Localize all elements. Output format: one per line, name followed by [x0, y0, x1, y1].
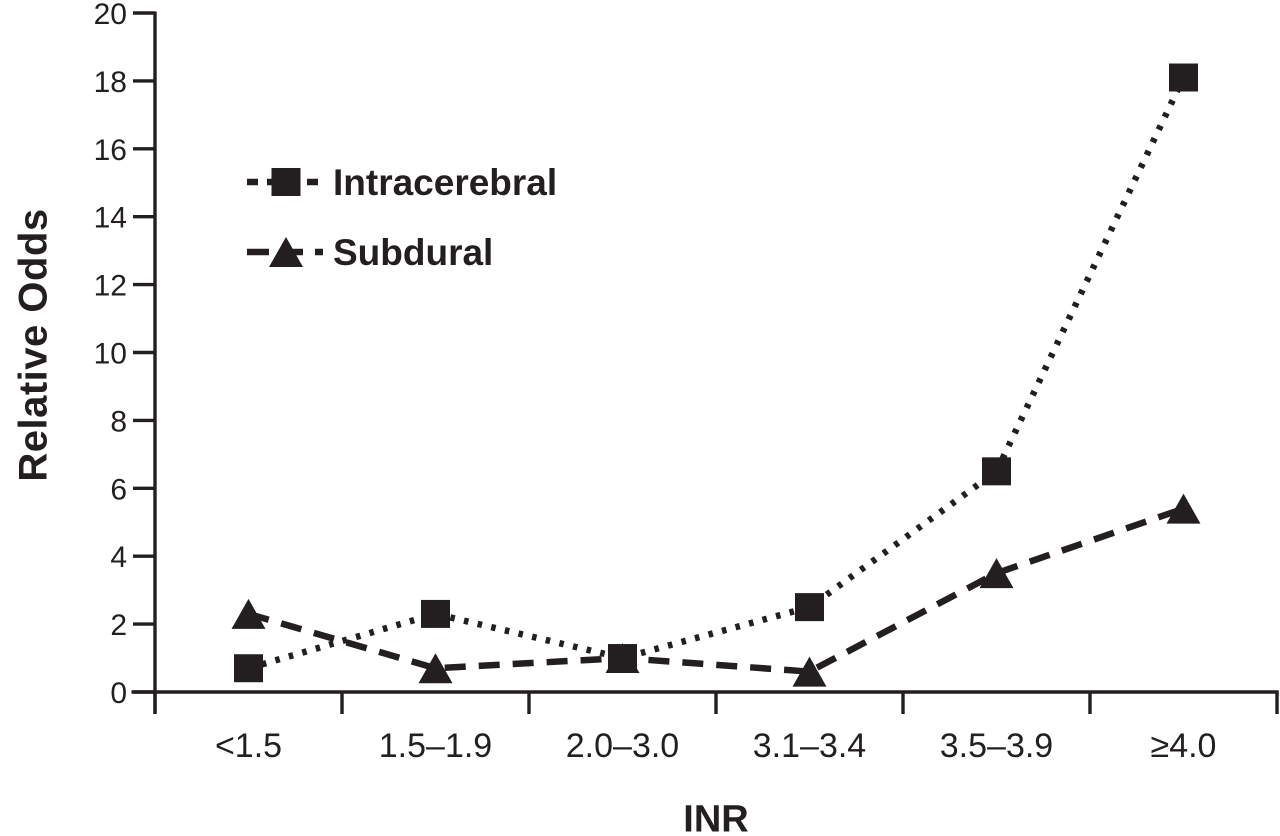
- y-tick-label: 12: [94, 270, 127, 303]
- series-line-subdural: [247, 505, 1185, 675]
- marker-triangle-subdural: [979, 558, 1014, 589]
- marker-triangle-subdural: [418, 653, 453, 684]
- y-tick-label: 4: [110, 541, 127, 574]
- series-line-intracerebral: [247, 76, 1187, 672]
- y-tick-label: 18: [94, 66, 127, 99]
- y-tick-label: 8: [110, 405, 127, 438]
- marker-square-intracerebral: [608, 644, 637, 673]
- marker-square-intracerebral: [421, 599, 450, 628]
- x-tick-label: 3.1–3.4: [753, 727, 866, 765]
- x-tick-label: 3.5–3.9: [940, 727, 1053, 765]
- y-tick-label: 16: [94, 134, 127, 167]
- y-axis-title: Relative Odds: [11, 208, 56, 482]
- legend-label-subdural: Subdural: [333, 232, 493, 273]
- marker-triangle-subdural: [1166, 493, 1201, 524]
- x-tick-label: 1.5–1.9: [379, 727, 492, 765]
- x-tick-label: 2.0–3.0: [566, 727, 679, 765]
- y-tick-label: 20: [94, 0, 127, 31]
- legend-square-swatch: [271, 168, 301, 196]
- legend-label-intracerebral: Intracerebral: [333, 162, 557, 203]
- marker-square-intracerebral: [982, 457, 1011, 486]
- y-tick-label: 0: [110, 677, 127, 710]
- y-tick-label: 2: [110, 609, 127, 642]
- y-tick-label: 10: [94, 338, 127, 371]
- marker-square-intracerebral: [1169, 63, 1198, 92]
- x-tick-label: ≥4.0: [1151, 727, 1217, 765]
- marker-square-intracerebral: [234, 654, 263, 683]
- legend-triangle-swatch: [269, 237, 303, 267]
- y-tick-label: 6: [110, 473, 127, 506]
- y-tick-label: 14: [94, 202, 127, 235]
- x-tick-label: <1.5: [215, 727, 282, 765]
- marker-square-intracerebral: [795, 593, 824, 622]
- marker-triangle-subdural: [231, 598, 266, 629]
- marker-triangle-subdural: [792, 656, 827, 687]
- x-axis-title: INR: [683, 798, 749, 836]
